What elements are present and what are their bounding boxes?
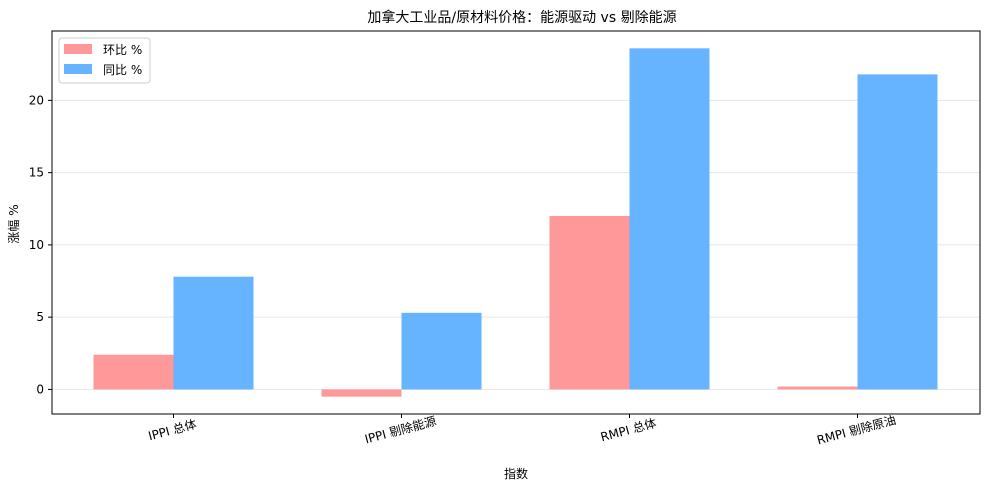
bar [401,312,482,390]
bar [321,389,402,397]
y-tick-label: 10 [29,238,44,252]
legend-swatch [64,64,92,74]
x-axis-label: 指数 [504,466,528,481]
bar [857,74,938,390]
legend-label: 同比 % [103,63,142,77]
chart-title: 加拿大工业品/原材料价格：能源驱动 vs 剔除能源 [367,9,676,26]
x-tick-label: RMPI 剔除原油 [815,412,897,448]
y-tick-label: 20 [29,93,44,107]
legend: 环比 % 同比 % [58,37,151,84]
legend-swatch [64,44,92,54]
y-tick-label: 15 [29,166,44,180]
bar [777,386,858,390]
y-tick-label: 0 [36,382,44,396]
bar [549,215,630,390]
x-tick-label: RMPI 总体 [599,416,658,444]
y-axis-ticks: 0 5 10 15 20 [29,93,52,396]
plot-frame [51,30,981,415]
y-axis-label: 涨幅 % [6,204,21,243]
x-axis-ticks: IPPI 总体 IPPI 剔除能源 RMPI 总体 RMPI 剔除原油 [147,412,898,448]
bar [629,48,710,390]
legend-label: 环比 % [103,43,142,57]
bar [93,354,174,390]
bar [173,276,254,390]
y-tick-label: 5 [36,310,44,324]
x-tick-label: IPPI 总体 [147,417,198,443]
x-tick-label: IPPI 剔除能源 [363,413,438,446]
bars [93,48,938,397]
